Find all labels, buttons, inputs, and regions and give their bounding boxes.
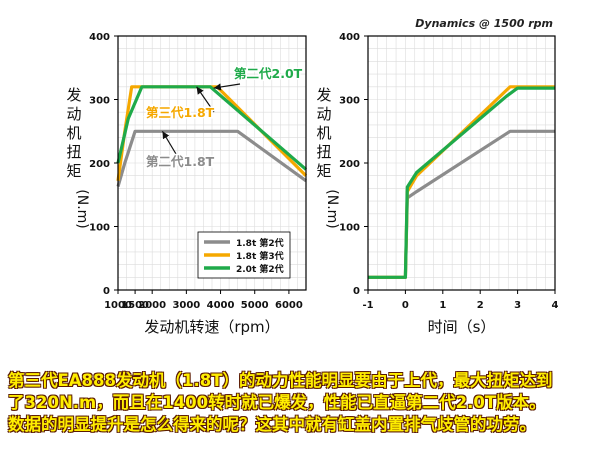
x-tick-label: 3 — [514, 300, 521, 311]
x-tick-label: 1500 — [121, 300, 149, 311]
x-tick-label: 2 — [477, 300, 484, 311]
x-axis-label: 时间（s） — [428, 318, 496, 336]
y-tick-label: 200 — [89, 159, 110, 170]
x-tick-label: 5000 — [241, 300, 269, 311]
annotation-label: 第二代1.8T — [146, 154, 215, 169]
y-axis-label-char: 发 — [316, 86, 331, 104]
x-tick-label: 3000 — [172, 300, 200, 311]
x-tick-label: 2000 — [138, 300, 166, 311]
series-line — [116, 129, 307, 187]
y-tick-label: 0 — [353, 286, 360, 297]
y-axis-label-char: 动 — [316, 105, 331, 123]
y-tick-label: 200 — [339, 159, 360, 170]
y-tick-label: 100 — [339, 223, 360, 234]
y-tick-label: 0 — [103, 286, 110, 297]
y-tick-label: 100 — [89, 223, 110, 234]
annotation-arrow — [196, 86, 215, 113]
y-axis-label-unit: (N.m) — [74, 189, 90, 228]
x-axis-label: 发动机转速（rpm） — [144, 318, 279, 336]
caption-line: 第三代EA888发动机（1.8T）的动力性能明显要由于上代，最大扭矩达到 — [8, 371, 553, 390]
caption-line: 了320N.m，而且在1400转时就已爆发，性能已直逼第二代2.0T版本。 — [8, 393, 546, 412]
x-tick-label: 1000 — [104, 300, 132, 311]
y-axis-label-char: 发 — [66, 86, 81, 104]
y-tick-label: 400 — [89, 32, 110, 43]
series-line — [116, 85, 308, 171]
annotation-arrow — [213, 83, 241, 91]
caption-text: 第三代EA888发动机（1.8T）的动力性能明显要由于上代，最大扭矩达到 了32… — [8, 370, 596, 436]
legend-entry: 1.8t 第2代 — [236, 237, 284, 249]
legend-entry: 2.0t 第2代 — [236, 263, 284, 275]
y-axis-label: 发动机扭矩 — [66, 86, 81, 180]
y-tick-label: 400 — [339, 32, 360, 43]
y-axis-label-char: 动 — [66, 105, 81, 123]
y-axis-label-char: 矩 — [66, 162, 81, 180]
y-axis-label-char: 矩 — [316, 162, 331, 180]
y-tick-label: 300 — [339, 96, 360, 107]
x-tick-label: 1 — [439, 300, 446, 311]
x-tick-label: 6000 — [275, 300, 303, 311]
y-tick-label: 300 — [89, 96, 110, 107]
caption-line: 数据的明显提升是怎么得来的呢？这其中就有缸盖内置排气歧管的功劳。 — [8, 415, 536, 434]
x-tick-label: 0 — [402, 300, 409, 311]
legend-entry: 1.8t 第3代 — [236, 250, 284, 262]
annotation-label: 第三代1.8T — [146, 105, 215, 120]
chart-title: Dynamics @ 1500 rpm — [415, 17, 553, 30]
annotation-label: 第二代2.0T — [234, 66, 303, 81]
y-axis-label-char: 机 — [66, 124, 81, 142]
y-axis-label-char: 扭 — [316, 143, 331, 161]
x-tick-label: -1 — [362, 300, 373, 311]
annotation-arrow — [161, 130, 177, 155]
y-axis-label-char: 扭 — [66, 143, 81, 161]
y-axis-label-char: 机 — [316, 124, 331, 142]
y-axis-label-unit: (N.m) — [324, 189, 340, 228]
series-line — [368, 86, 555, 279]
y-axis-label: 发动机扭矩 — [316, 86, 331, 180]
x-tick-label: 4 — [552, 300, 559, 311]
x-tick-label: 4000 — [207, 300, 235, 311]
